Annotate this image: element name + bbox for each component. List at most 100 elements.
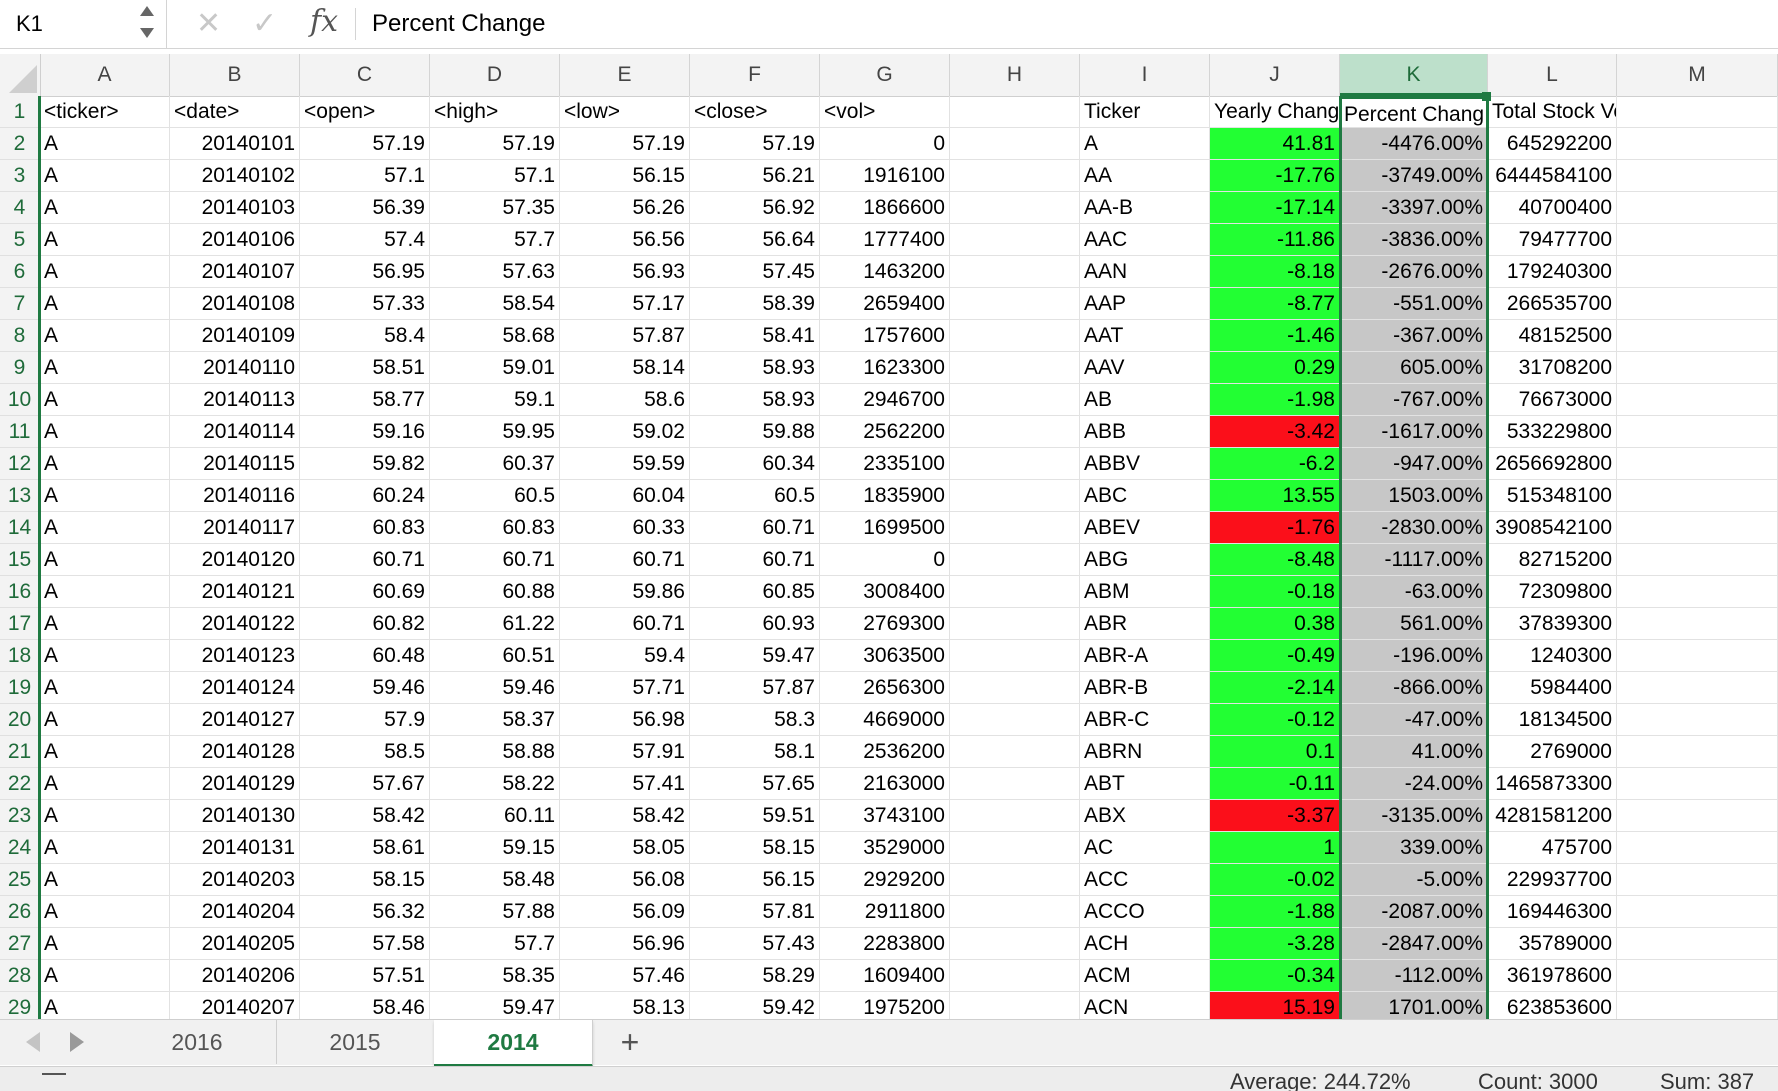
header-cell-m[interactable] — [1617, 96, 1778, 128]
cell-a[interactable]: A — [40, 704, 170, 736]
cell-i[interactable]: AAC — [1080, 224, 1210, 256]
formula-input[interactable]: Percent Change — [372, 10, 546, 37]
cell-l[interactable]: 4281581200 — [1488, 800, 1617, 832]
cell-h[interactable] — [950, 160, 1080, 192]
cell-f[interactable]: 58.39 — [690, 288, 820, 320]
cell-j[interactable]: -8.48 — [1210, 544, 1340, 576]
cell-i[interactable]: ABX — [1080, 800, 1210, 832]
cell-i[interactable]: AAP — [1080, 288, 1210, 320]
cell-k[interactable]: -24.00% — [1340, 768, 1488, 800]
cell-b[interactable]: 20140205 — [170, 928, 300, 960]
cell-j[interactable]: -2.14 — [1210, 672, 1340, 704]
cell-c[interactable]: 58.51 — [300, 352, 430, 384]
cell-j[interactable]: -6.2 — [1210, 448, 1340, 480]
cell-g[interactable]: 3008400 — [820, 576, 950, 608]
cell-m[interactable] — [1617, 736, 1778, 768]
cell-d[interactable]: 57.7 — [430, 224, 560, 256]
cell-d[interactable]: 59.1 — [430, 384, 560, 416]
header-cell-k[interactable]: Percent Chang — [1340, 96, 1488, 128]
cell-b[interactable]: 20140113 — [170, 384, 300, 416]
cell-b[interactable]: 20140128 — [170, 736, 300, 768]
cell-a[interactable]: A — [40, 512, 170, 544]
cell-e[interactable]: 58.13 — [560, 992, 690, 1019]
cell-l[interactable]: 266535700 — [1488, 288, 1617, 320]
cell-k[interactable]: -3397.00% — [1340, 192, 1488, 224]
cell-i[interactable]: ABBV — [1080, 448, 1210, 480]
cell-a[interactable]: A — [40, 992, 170, 1019]
cell-i[interactable]: ABT — [1080, 768, 1210, 800]
cell-j[interactable]: -8.18 — [1210, 256, 1340, 288]
cell-k[interactable]: -112.00% — [1340, 960, 1488, 992]
cell-k[interactable]: -63.00% — [1340, 576, 1488, 608]
cell-a[interactable]: A — [40, 192, 170, 224]
column-header-j[interactable]: J — [1210, 54, 1340, 96]
cell-k[interactable]: -3836.00% — [1340, 224, 1488, 256]
cell-e[interactable]: 57.91 — [560, 736, 690, 768]
row-header[interactable]: 16 — [0, 576, 40, 608]
cell-g[interactable]: 0 — [820, 544, 950, 576]
cell-h[interactable] — [950, 736, 1080, 768]
row-header[interactable]: 18 — [0, 640, 40, 672]
cell-l[interactable]: 229937700 — [1488, 864, 1617, 896]
cell-f[interactable]: 56.21 — [690, 160, 820, 192]
cell-c[interactable]: 59.82 — [300, 448, 430, 480]
cell-j[interactable]: 41.81 — [1210, 128, 1340, 160]
cell-d[interactable]: 57.35 — [430, 192, 560, 224]
cell-a[interactable]: A — [40, 736, 170, 768]
column-header-e[interactable]: E — [560, 54, 690, 96]
cell-m[interactable] — [1617, 672, 1778, 704]
cell-b[interactable]: 20140121 — [170, 576, 300, 608]
cell-g[interactable]: 3063500 — [820, 640, 950, 672]
cell-j[interactable]: -1.88 — [1210, 896, 1340, 928]
row-header[interactable]: 14 — [0, 512, 40, 544]
add-sheet-button[interactable]: + — [620, 1024, 640, 1060]
cell-d[interactable]: 59.95 — [430, 416, 560, 448]
row-header[interactable]: 6 — [0, 256, 40, 288]
cell-d[interactable]: 57.19 — [430, 128, 560, 160]
cell-l[interactable]: 645292200 — [1488, 128, 1617, 160]
cell-f[interactable]: 57.65 — [690, 768, 820, 800]
cell-c[interactable]: 60.83 — [300, 512, 430, 544]
cell-d[interactable]: 60.83 — [430, 512, 560, 544]
cell-c[interactable]: 56.39 — [300, 192, 430, 224]
cell-b[interactable]: 20140127 — [170, 704, 300, 736]
cell-j[interactable]: -17.76 — [1210, 160, 1340, 192]
cell-f[interactable]: 60.71 — [690, 512, 820, 544]
cell-a[interactable]: A — [40, 640, 170, 672]
cell-c[interactable]: 58.15 — [300, 864, 430, 896]
cell-j[interactable]: -0.12 — [1210, 704, 1340, 736]
cell-b[interactable]: 20140116 — [170, 480, 300, 512]
column-header-b[interactable]: B — [170, 54, 300, 96]
row-header[interactable]: 23 — [0, 800, 40, 832]
cell-a[interactable]: A — [40, 608, 170, 640]
cell-g[interactable]: 2911800 — [820, 896, 950, 928]
header-cell-e[interactable]: <low> — [560, 96, 690, 128]
row-header[interactable]: 15 — [0, 544, 40, 576]
cell-a[interactable]: A — [40, 768, 170, 800]
cell-a[interactable]: A — [40, 224, 170, 256]
row-header[interactable]: 3 — [0, 160, 40, 192]
cell-e[interactable]: 58.05 — [560, 832, 690, 864]
cell-c[interactable]: 57.58 — [300, 928, 430, 960]
cell-g[interactable]: 2562200 — [820, 416, 950, 448]
cell-l[interactable]: 179240300 — [1488, 256, 1617, 288]
cell-m[interactable] — [1617, 352, 1778, 384]
cell-l[interactable]: 18134500 — [1488, 704, 1617, 736]
enter-icon[interactable]: ✓ — [252, 7, 278, 40]
cell-j[interactable]: -3.42 — [1210, 416, 1340, 448]
row-header[interactable]: 11 — [0, 416, 40, 448]
cell-f[interactable]: 59.88 — [690, 416, 820, 448]
cell-m[interactable] — [1617, 512, 1778, 544]
cell-b[interactable]: 20140204 — [170, 896, 300, 928]
header-cell-f[interactable]: <close> — [690, 96, 820, 128]
cell-m[interactable] — [1617, 288, 1778, 320]
cell-i[interactable]: ABR-C — [1080, 704, 1210, 736]
cell-e[interactable]: 58.6 — [560, 384, 690, 416]
row-header[interactable]: 25 — [0, 864, 40, 896]
cell-l[interactable]: 2769000 — [1488, 736, 1617, 768]
cell-g[interactable]: 1916100 — [820, 160, 950, 192]
cell-g[interactable]: 1777400 — [820, 224, 950, 256]
cell-h[interactable] — [950, 288, 1080, 320]
cell-d[interactable]: 60.5 — [430, 480, 560, 512]
cell-a[interactable]: A — [40, 320, 170, 352]
